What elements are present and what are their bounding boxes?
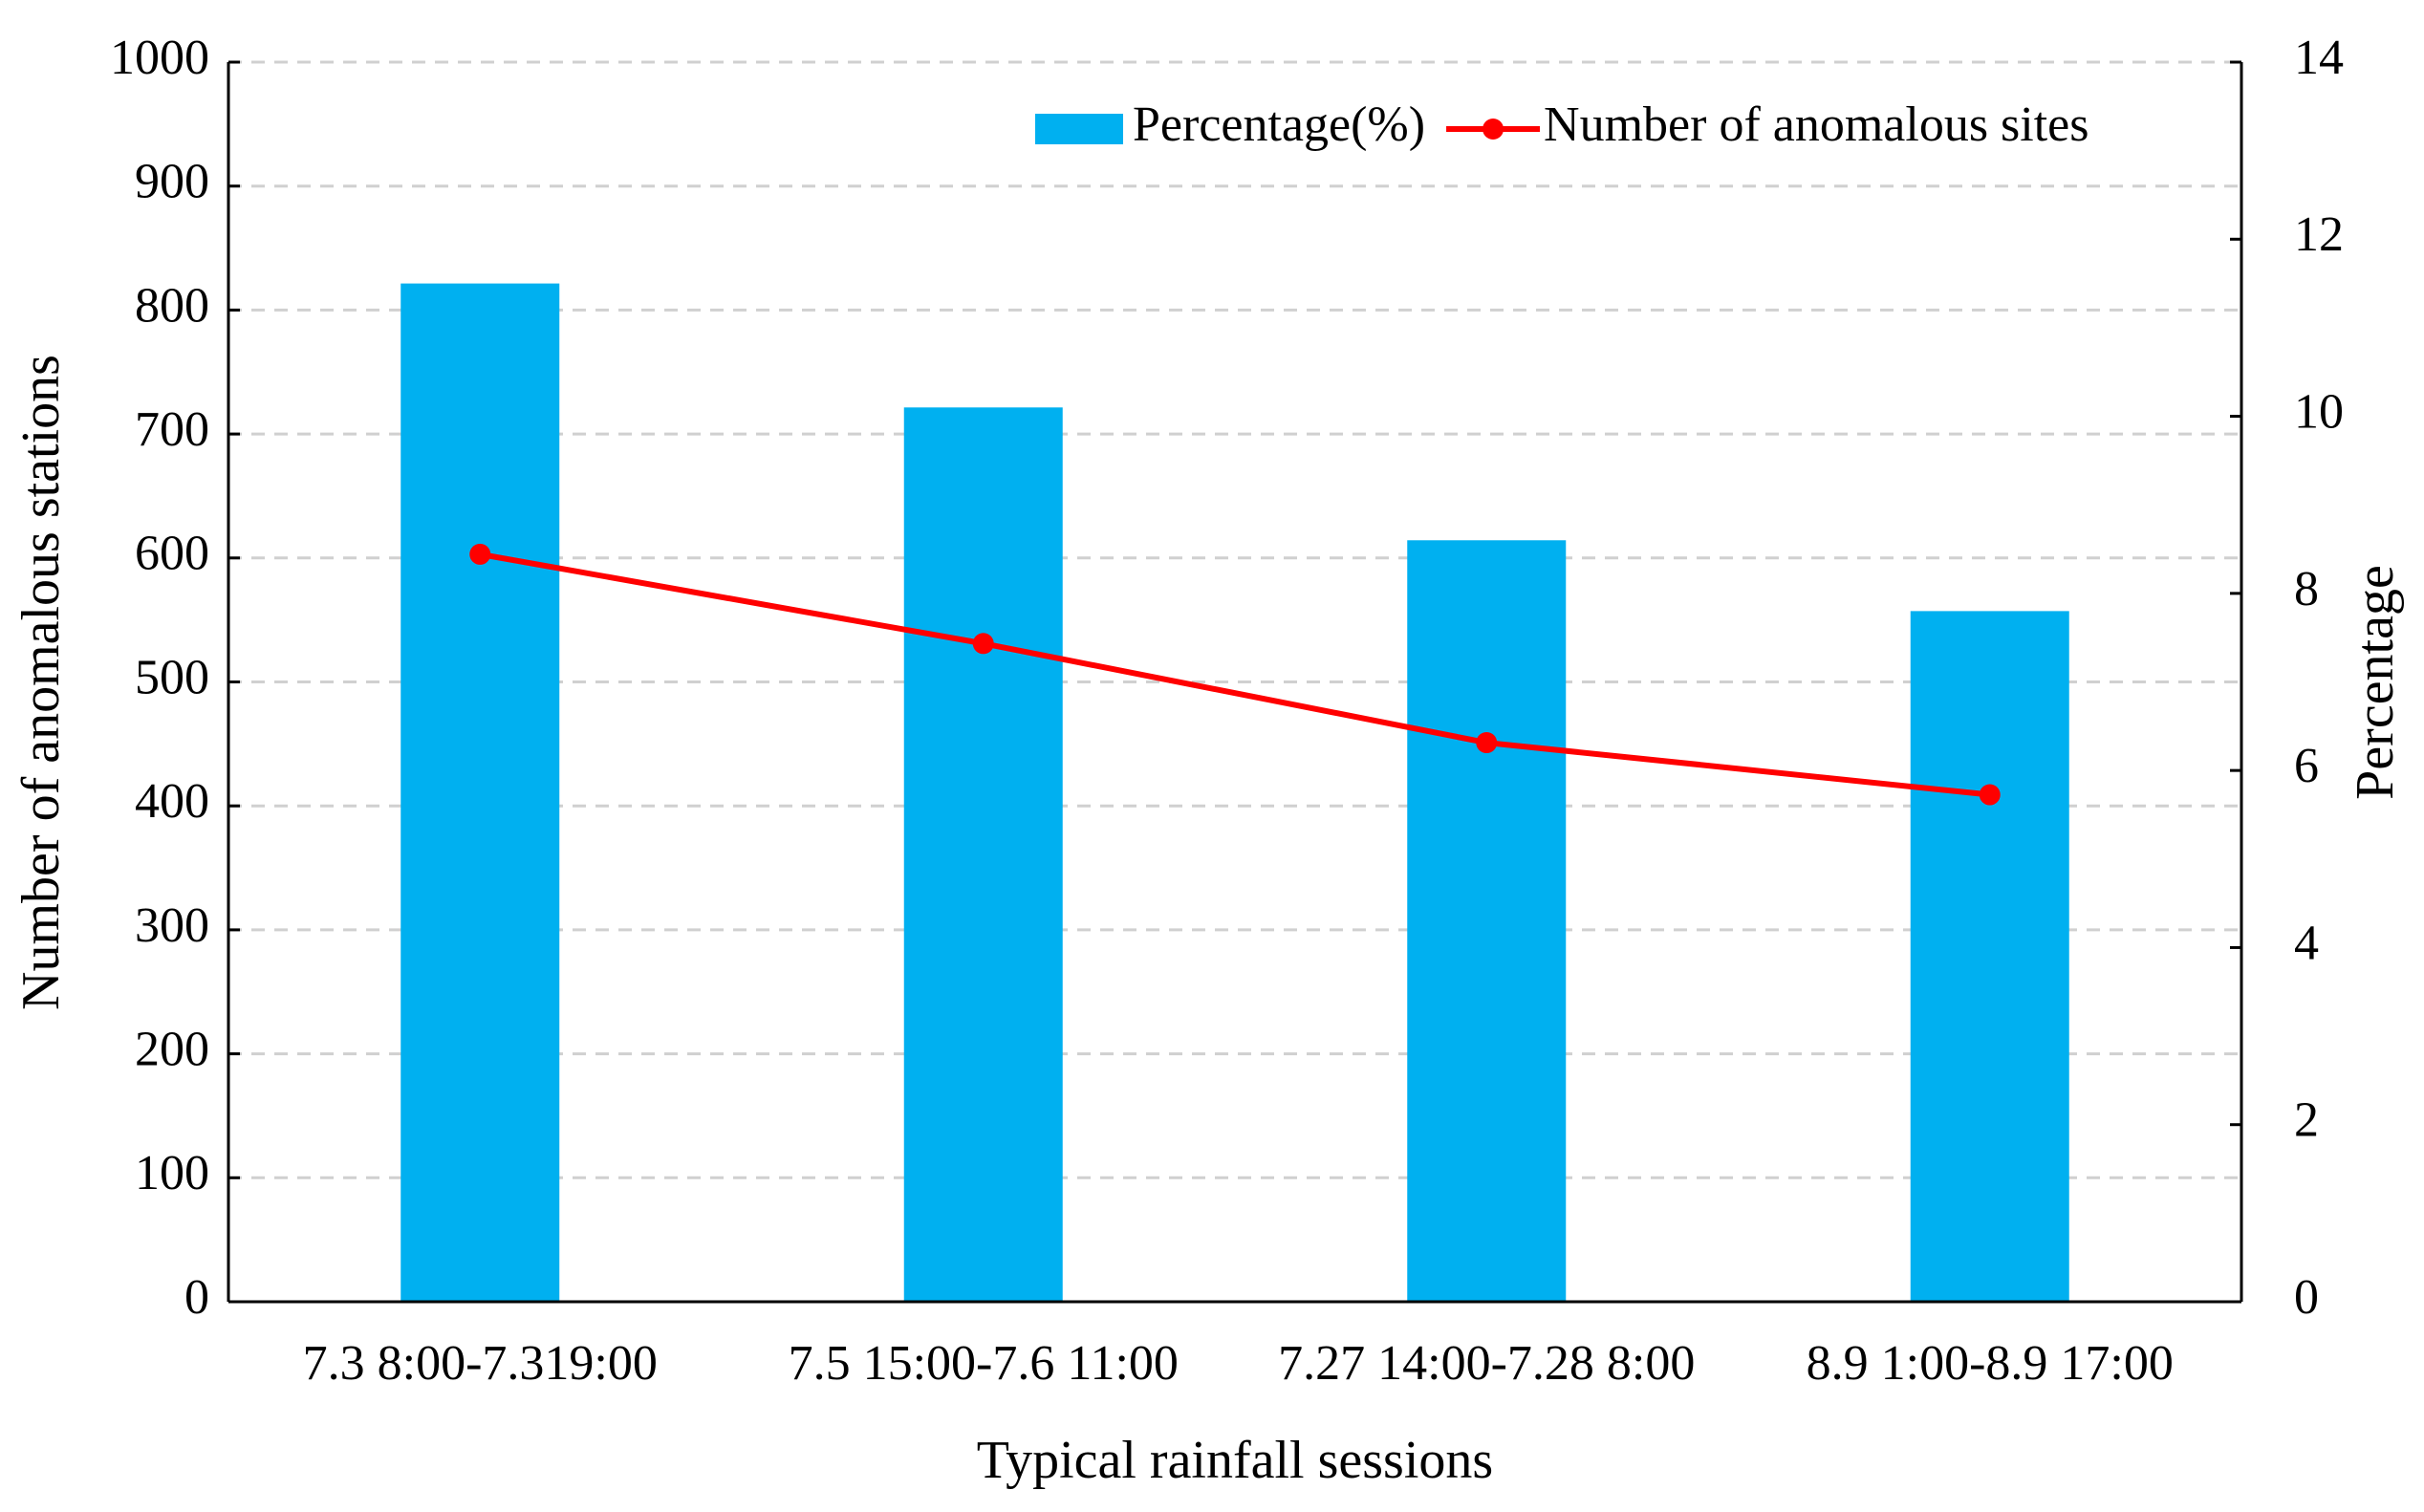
bar	[903, 407, 1063, 1302]
legend-swatch	[1035, 114, 1123, 144]
line-marker	[972, 633, 994, 655]
y-tick-label: 400	[135, 774, 209, 829]
y2-tick-label: 4	[2294, 916, 2319, 970]
bar	[400, 283, 560, 1302]
y-tick-label: 100	[135, 1146, 209, 1200]
y-axis-label: Number of anomalous stations	[11, 355, 71, 1010]
y-tick-label: 200	[135, 1023, 209, 1077]
legend-label: Percentage(%)	[1133, 97, 1425, 152]
x-axis-label: Typical rainfall sessions	[977, 1431, 1493, 1490]
line-marker	[1476, 732, 1498, 754]
x-tick-label: 7.27 14:00-7.28 8:00	[1278, 1336, 1695, 1391]
y2-tick-label: 8	[2294, 562, 2319, 616]
y2-axis-label: Percentage	[2346, 565, 2405, 800]
line-marker	[1979, 784, 2001, 806]
line	[479, 551, 1991, 798]
legend-label: Number of anomalous sites	[1544, 97, 2089, 152]
x-tick-label: 7.5 15:00-7.6 11:00	[789, 1336, 1179, 1391]
y-tick-label: 1000	[110, 31, 209, 85]
y2-tick-label: 0	[2294, 1270, 2319, 1325]
y2-tick-label: 10	[2294, 385, 2344, 440]
x-tick-label: 8.9 1:00-8.9 17:00	[1807, 1336, 2174, 1391]
line-marker	[469, 543, 491, 565]
y-tick-label: 0	[184, 1270, 209, 1325]
x-tick-label: 7.3 8:00-7.319:00	[303, 1336, 658, 1391]
y-tick-label: 900	[135, 155, 209, 209]
y2-tick-label: 12	[2294, 207, 2344, 262]
legend-marker	[1483, 119, 1504, 140]
y-tick-label: 700	[135, 402, 209, 457]
y2-tick-label: 14	[2294, 31, 2344, 85]
y-tick-label: 600	[135, 527, 209, 581]
y-tick-label: 800	[135, 278, 209, 333]
y2-tick-label: 6	[2294, 739, 2319, 793]
bar	[1407, 540, 1567, 1302]
y-tick-label: 300	[135, 898, 209, 953]
bar	[1910, 611, 2069, 1302]
y2-tick-label: 2	[2294, 1093, 2319, 1148]
y-tick-label: 500	[135, 650, 209, 704]
